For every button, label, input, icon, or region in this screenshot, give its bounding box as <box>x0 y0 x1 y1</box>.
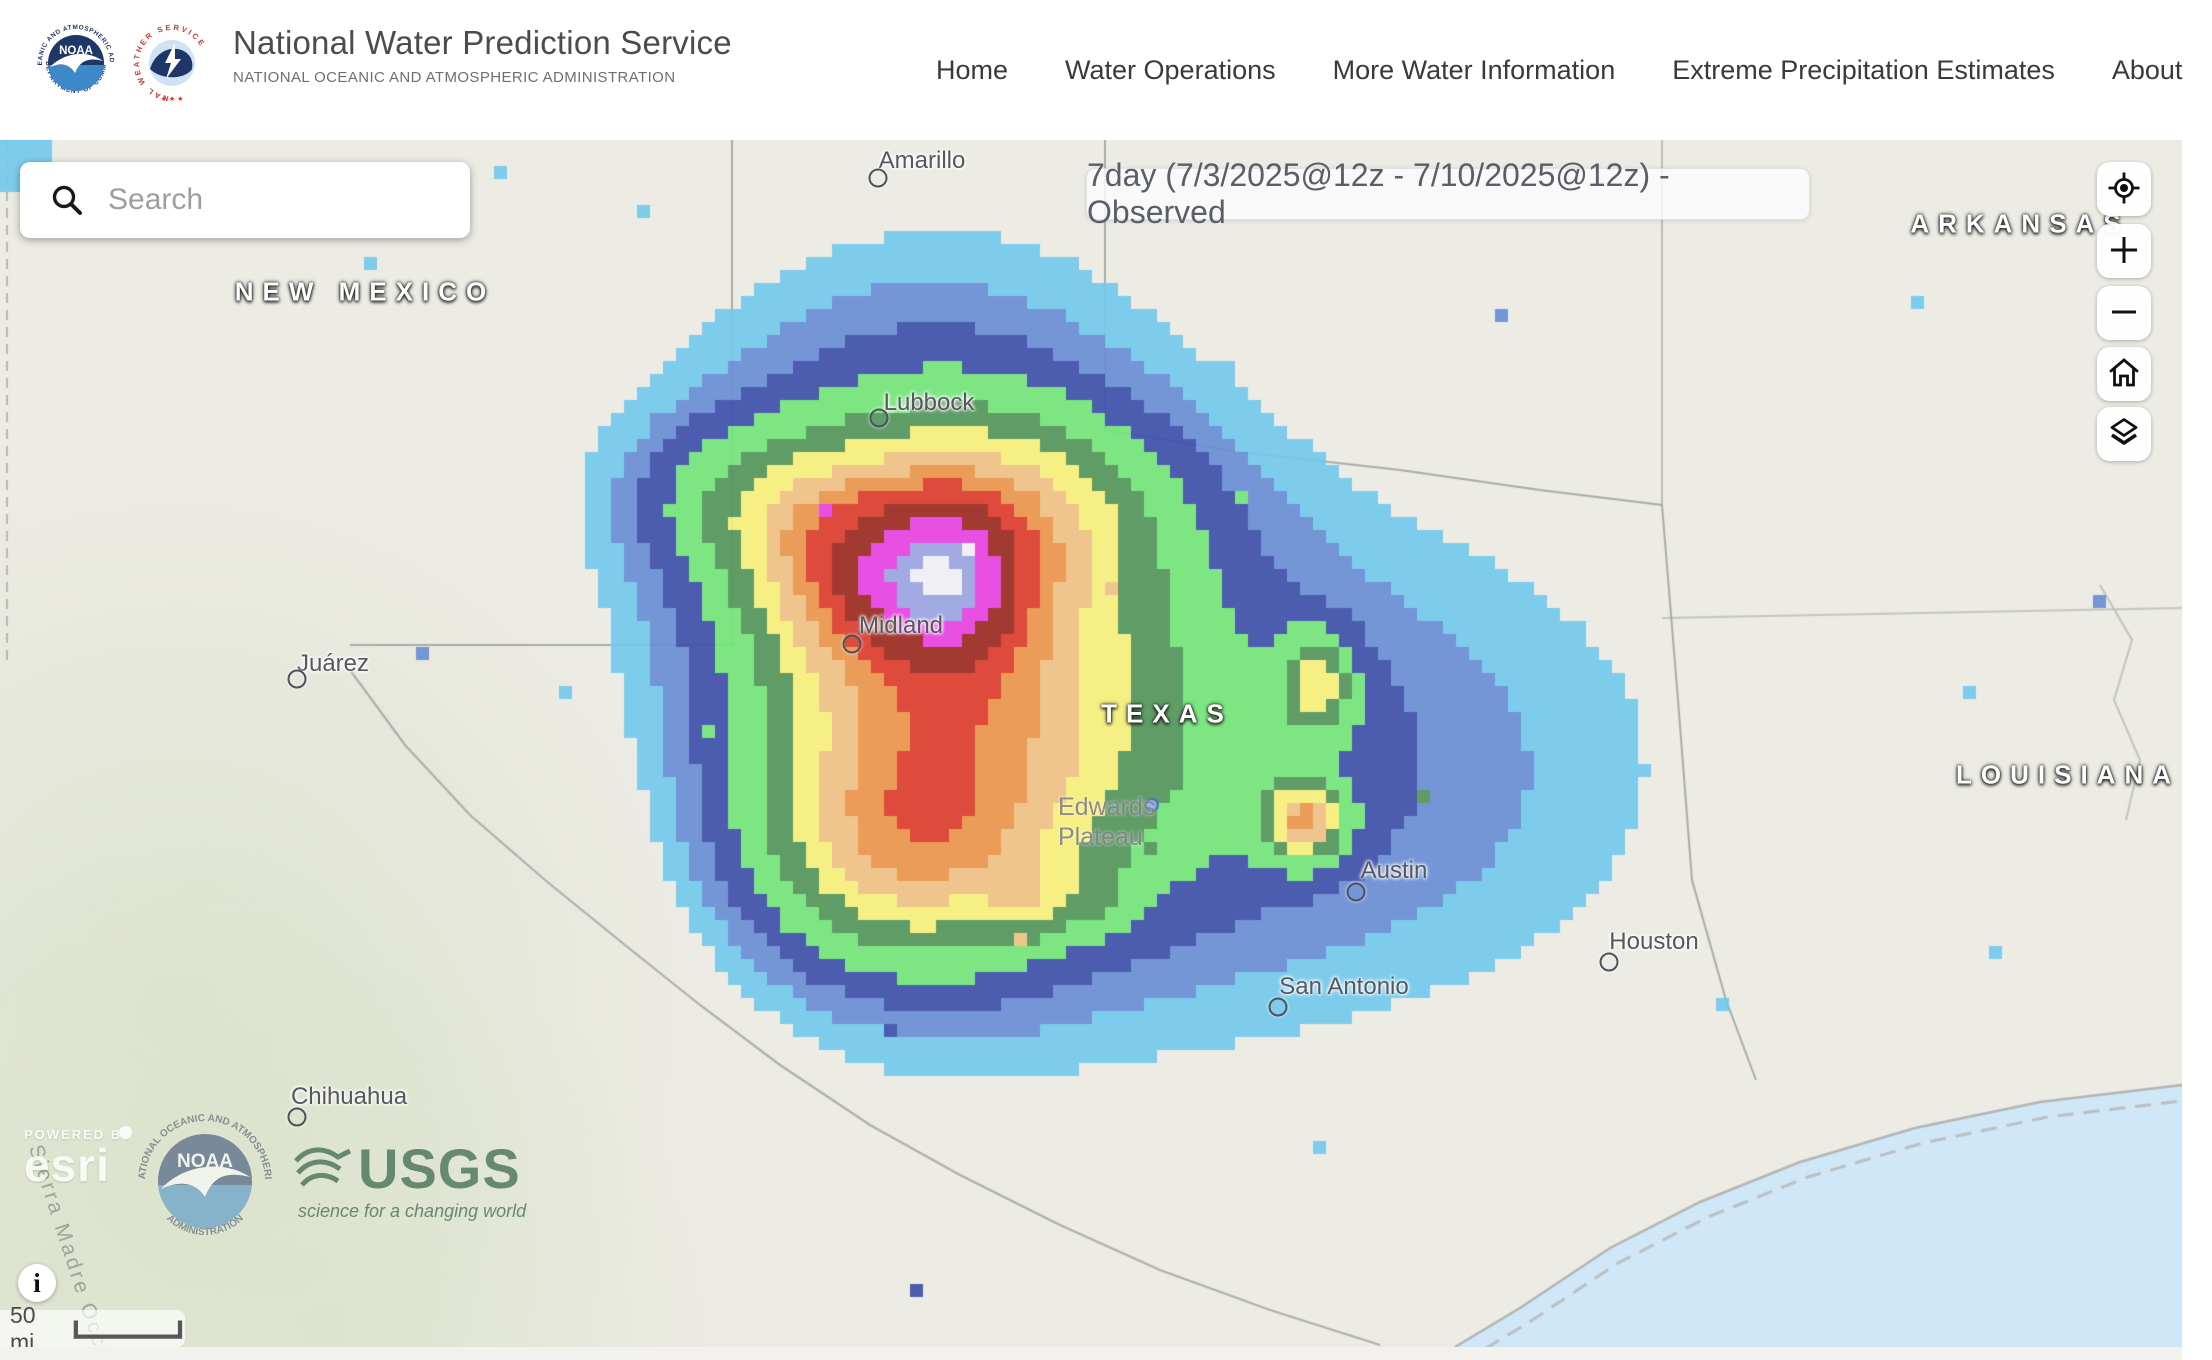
layers-button[interactable] <box>2097 407 2151 461</box>
site-title-block: National Water Prediction Service NATION… <box>233 24 732 86</box>
svg-text:★ ★ ★: ★ ★ ★ <box>161 95 184 103</box>
agency-logos: NATIONAL OCEANIC AND ATMOSPHERIC ADMINIS… <box>30 8 216 118</box>
nav-item-more-water-information[interactable]: More Water Information <box>1332 54 1616 85</box>
scale-bar: 50 mi <box>0 1302 185 1347</box>
plus-icon <box>2107 233 2141 270</box>
nav-item-water-operations[interactable]: Water Operations <box>1065 54 1276 85</box>
site-title: National Water Prediction Service <box>233 24 732 61</box>
zoom-in-button[interactable] <box>2097 224 2151 278</box>
scale-label: 50 mi <box>10 1301 36 1348</box>
nav-item-about[interactable]: About <box>2111 54 2183 85</box>
nav-item-home[interactable]: Home <box>936 54 1009 85</box>
home-icon <box>2107 356 2141 393</box>
locate-button[interactable] <box>2097 162 2151 216</box>
site-subtitle: NATIONAL OCEANIC AND ATMOSPHERIC ADMINIS… <box>233 69 676 86</box>
search-input[interactable] <box>106 182 440 218</box>
home-button[interactable] <box>2097 347 2151 401</box>
map-canvas[interactable] <box>0 140 2182 1347</box>
precipitation-map[interactable]: NEW MEXICO TEXAS ARKANSAS LOUISIANA Amarillo… <box>0 140 2182 1347</box>
search-icon <box>52 185 82 215</box>
attribution-footer <box>0 1347 2182 1360</box>
scrollbar-gutter[interactable] <box>2182 140 2212 1360</box>
nav-item-extreme-precipitation-estimates[interactable]: Extreme Precipitation Estimates <box>1672 54 2055 85</box>
header: NATIONAL OCEANIC AND ATMOSPHERIC ADMINIS… <box>0 0 2212 140</box>
svg-text:NOAA: NOAA <box>59 45 93 57</box>
zoom-out-button[interactable] <box>2097 286 2151 340</box>
info-button[interactable]: i <box>18 1264 56 1302</box>
scale-bracket <box>73 1319 183 1339</box>
main-nav: Home Water Operations More Water Informati… <box>936 0 2182 140</box>
minus-icon <box>2107 295 2141 332</box>
layers-icon <box>2107 416 2141 453</box>
noaa-logo-icon: NATIONAL OCEANIC AND ATMOSPHERIC ADMINIS… <box>32 19 120 107</box>
info-icon: i <box>33 1267 41 1298</box>
map-title-pill: 7day (7/3/2025@12z - 7/10/2025@12z) - Ob… <box>1086 157 1810 230</box>
map-search-bar[interactable] <box>20 162 470 238</box>
locate-icon <box>2107 171 2141 208</box>
nws-logo-icon: NATIONAL WEATHER SERVICE ★ ★ ★ <box>130 21 214 105</box>
